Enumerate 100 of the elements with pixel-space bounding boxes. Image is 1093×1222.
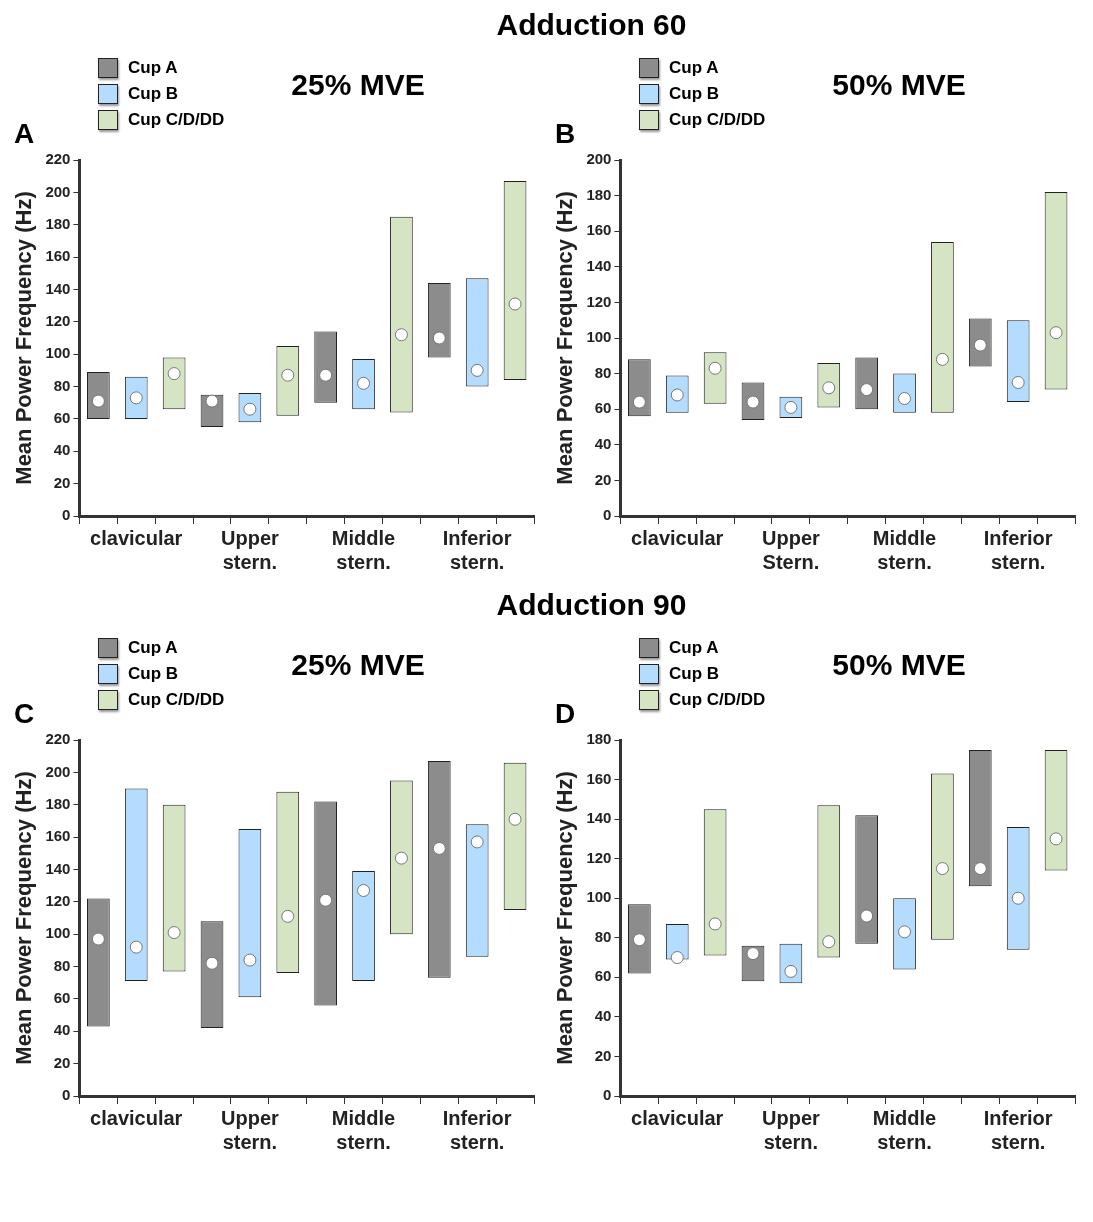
- text: B: [555, 118, 576, 150]
- y-tick-label: 100: [45, 344, 71, 362]
- y-tick-label: 100: [586, 888, 612, 906]
- legend-label: Cup B: [669, 84, 720, 104]
- point: [470, 835, 484, 849]
- legend-label: Cup C/D/DD: [128, 110, 225, 130]
- x-tick-label: Middle stern.: [331, 526, 396, 573]
- x-tick-label: Inferior stern.: [983, 526, 1053, 573]
- y-tick-label: 20: [53, 473, 71, 491]
- point: [167, 926, 181, 940]
- legend-label: Cup A: [669, 58, 719, 78]
- y-tick-label: 180: [586, 185, 612, 203]
- x-tick-label: Upper Stern.: [761, 526, 820, 573]
- x-tick-label: clavicular: [90, 1106, 183, 1129]
- x-tick-label: clavicular: [631, 1106, 724, 1129]
- point: [470, 363, 484, 377]
- point: [1011, 376, 1025, 389]
- point: [394, 328, 408, 342]
- point: [860, 909, 874, 923]
- point: [357, 883, 371, 897]
- point: [432, 841, 446, 855]
- y-tick-label: 160: [586, 221, 612, 239]
- point: [632, 395, 646, 409]
- point: [822, 935, 836, 949]
- text: A: [14, 118, 35, 150]
- point: [319, 893, 333, 907]
- y-tick-label: 80: [53, 376, 71, 394]
- y-tick-label: 180: [45, 214, 71, 232]
- point: [394, 851, 408, 865]
- y-tick-label: 220: [45, 730, 71, 748]
- point: [784, 964, 798, 978]
- y-tick-label: 200: [586, 150, 612, 168]
- text: Adduction 60: [495, 8, 688, 43]
- chart-title: 50% MVE: [831, 648, 967, 682]
- point: [91, 932, 105, 946]
- y-axis-title: Mean Power Frequency (Hz): [552, 191, 578, 485]
- point: [898, 925, 912, 939]
- point: [973, 862, 987, 876]
- legend-label: Cup C/D/DD: [669, 110, 766, 130]
- point: [167, 367, 181, 381]
- y-tick-label: 220: [45, 150, 71, 168]
- legend-label: Cup A: [128, 638, 178, 658]
- y-tick-label: 40: [594, 1007, 612, 1025]
- point: [205, 394, 219, 408]
- y-tick-label: 20: [594, 1046, 612, 1064]
- text: Adduction 90: [495, 588, 688, 623]
- point: [935, 862, 949, 876]
- y-tick-label: 0: [603, 506, 612, 524]
- y-tick-label: 180: [586, 730, 612, 748]
- y-tick-label: 120: [45, 891, 71, 909]
- x-tick-label: Inferior stern.: [442, 1106, 512, 1153]
- y-tick-label: 140: [45, 859, 71, 877]
- x-tick-label: Inferior stern.: [983, 1106, 1053, 1153]
- y-tick-label: 140: [586, 809, 612, 827]
- y-axis-title: Mean Power Frequency (Hz): [11, 771, 37, 1065]
- point: [708, 917, 722, 931]
- y-tick-label: 60: [53, 409, 71, 427]
- x-tick-label: Upper stern.: [220, 526, 279, 573]
- y-tick-label: 60: [53, 989, 71, 1007]
- x-tick-label: Inferior stern.: [442, 526, 512, 573]
- y-tick-label: 80: [594, 363, 612, 381]
- point: [708, 361, 722, 375]
- y-tick-label: 180: [45, 794, 71, 812]
- legend-label: Cup C/D/DD: [669, 690, 766, 710]
- point: [935, 352, 949, 366]
- y-tick-label: 160: [586, 769, 612, 787]
- legend-label: Cup A: [128, 58, 178, 78]
- x-tick-label: Middle stern.: [331, 1106, 396, 1153]
- y-tick-label: 60: [594, 967, 612, 985]
- point: [508, 297, 522, 311]
- y-tick-label: 120: [586, 848, 612, 866]
- y-tick-label: 80: [53, 956, 71, 974]
- y-tick-label: 100: [586, 328, 612, 346]
- point: [243, 953, 257, 967]
- legend-label: Cup B: [128, 84, 179, 104]
- y-tick-label: 140: [586, 256, 612, 274]
- y-tick-label: 80: [594, 927, 612, 945]
- y-tick-label: 40: [53, 1021, 71, 1039]
- x-tick-label: Middle stern.: [872, 1106, 937, 1153]
- point: [508, 812, 522, 826]
- point: [319, 368, 333, 382]
- point: [1011, 891, 1025, 905]
- y-tick-label: 160: [45, 247, 71, 265]
- y-tick-label: 200: [45, 182, 71, 200]
- legend-label: Cup A: [669, 638, 719, 658]
- x-tick-label: Middle stern.: [872, 526, 937, 573]
- x-tick-label: clavicular: [90, 526, 183, 549]
- point: [632, 933, 646, 947]
- y-tick-label: 160: [45, 827, 71, 845]
- y-tick-label: 20: [594, 470, 612, 488]
- point: [670, 951, 684, 965]
- y-tick-label: 40: [53, 441, 71, 459]
- y-tick-label: 60: [594, 399, 612, 417]
- point: [746, 947, 760, 961]
- legend-label: Cup C/D/DD: [128, 690, 225, 710]
- y-tick-label: 0: [62, 506, 71, 524]
- x-tick-label: Upper stern.: [220, 1106, 279, 1153]
- chart-title: 25% MVE: [290, 68, 426, 102]
- y-tick-label: 0: [62, 1086, 71, 1104]
- chart-title: 25% MVE: [290, 648, 426, 682]
